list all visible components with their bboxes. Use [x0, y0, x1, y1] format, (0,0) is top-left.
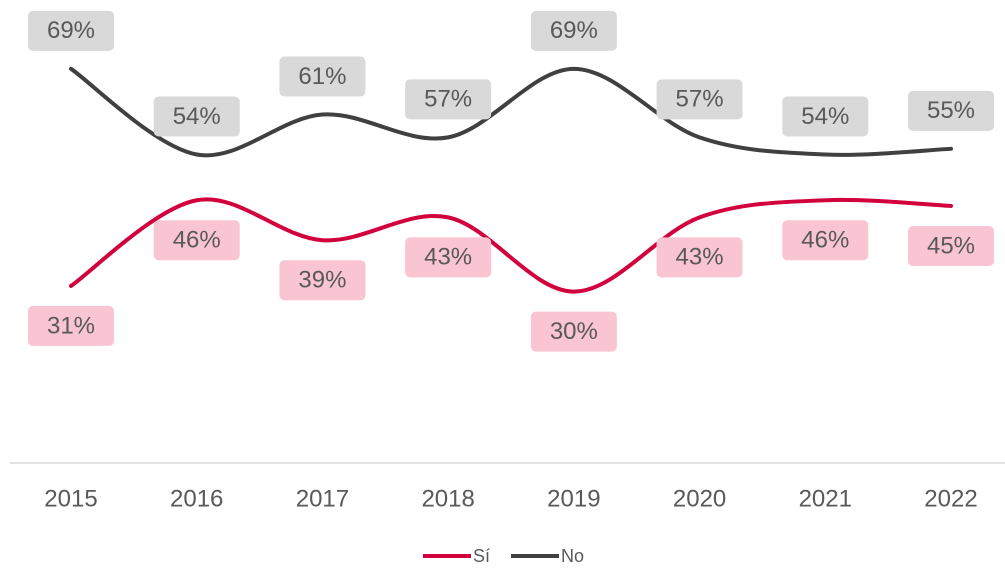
data-label-box [782, 220, 869, 261]
data-label-box [530, 10, 617, 51]
data-label: 54% [173, 103, 221, 130]
line [69, 66, 953, 158]
x-tick-label: 2019 [547, 485, 600, 512]
data-label: 39% [298, 267, 346, 294]
data-label-box [908, 90, 994, 131]
data-label-box [656, 79, 743, 120]
data-label: 46% [173, 227, 221, 254]
x-tick-label: 2022 [924, 485, 977, 512]
data-label-box [28, 10, 114, 51]
line [69, 197, 953, 294]
x-tick-label: 2015 [44, 485, 97, 512]
data-label: 55% [927, 97, 975, 124]
x-tick-label: 2017 [296, 485, 349, 512]
x-tick-label: 2021 [799, 485, 852, 512]
x-tick-label: 2016 [170, 485, 223, 512]
data-label: 69% [47, 17, 95, 44]
data-label: 43% [676, 244, 724, 271]
data-label: 43% [424, 244, 472, 271]
data-label-box [153, 96, 240, 137]
data-label-box [153, 220, 240, 261]
data-label-box [279, 260, 366, 301]
legend-label: No [561, 546, 584, 566]
data-label: 30% [550, 318, 598, 345]
data-label-box [530, 311, 617, 352]
data-label-box [656, 237, 743, 278]
data-label-box [908, 225, 994, 266]
x-tick-label: 2018 [421, 485, 474, 512]
data-label-box [28, 305, 114, 346]
data-label: 69% [550, 17, 598, 44]
data-label: 45% [927, 232, 975, 259]
data-label-box [279, 56, 366, 97]
x-tick-label: 2020 [673, 485, 726, 512]
data-label-box [782, 96, 869, 137]
data-label: 57% [676, 86, 724, 113]
data-label-box [405, 237, 492, 278]
legend-label: Sí [473, 546, 490, 566]
data-label: 46% [801, 227, 849, 254]
data-label: 31% [47, 312, 95, 339]
data-label: 54% [801, 103, 849, 130]
data-label: 61% [298, 63, 346, 90]
data-label: 57% [424, 86, 472, 113]
data-label-box [405, 79, 492, 120]
